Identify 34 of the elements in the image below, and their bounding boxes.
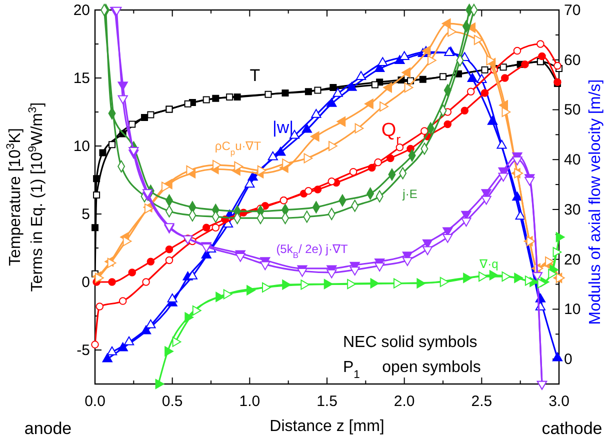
y-tick-label: 5 bbox=[82, 206, 90, 223]
y2-tick-label: 10 bbox=[564, 301, 581, 318]
annotation: NEC solid symbols bbox=[343, 334, 478, 351]
y2-tick-label: 40 bbox=[564, 152, 581, 169]
annotation: j·E bbox=[402, 187, 418, 201]
annotation: (5k$_{B}$/ 2e) j·∇T bbox=[276, 242, 348, 260]
annotation: Q$_{r}$ bbox=[381, 120, 402, 146]
y2-tick-label: 30 bbox=[564, 201, 581, 218]
annotation: ∇·q bbox=[478, 257, 498, 271]
y-tick-label: 15 bbox=[73, 70, 90, 87]
text: P$_{1}$ open symbols bbox=[343, 359, 481, 381]
x-tick-label: 1.0 bbox=[239, 393, 260, 410]
x-tick-label: 2.0 bbox=[394, 393, 415, 410]
x-tick-label: 1.5 bbox=[316, 393, 338, 410]
annotation: ρC$_{p}$u·∇T bbox=[214, 139, 262, 157]
y2-tick-label: 70 bbox=[564, 2, 581, 19]
y2-tick-label: 60 bbox=[564, 52, 581, 69]
y-tick-label: 20 bbox=[73, 2, 90, 19]
annotation: T bbox=[250, 66, 260, 85]
y-tick-label: -5 bbox=[76, 342, 90, 359]
x-tick-label: 2.5 bbox=[471, 393, 492, 410]
y-tick-label: 0 bbox=[82, 274, 90, 291]
x-tick-label: 0.5 bbox=[162, 393, 183, 410]
y2-tick-label: 20 bbox=[564, 251, 581, 268]
x-tick-label: 0.0 bbox=[84, 393, 106, 410]
text: cathode bbox=[542, 419, 602, 438]
x-axis-title: Distance z [mm] bbox=[270, 418, 384, 435]
y2-tick-label: 0 bbox=[564, 351, 572, 368]
x-tick-label: 3.0 bbox=[548, 393, 570, 410]
y2-axis-title: Modulus of axial flow velocity [m/s] bbox=[587, 79, 604, 325]
y2-tick-label: 50 bbox=[564, 102, 581, 119]
annotation: |w| bbox=[272, 118, 294, 137]
text: anode bbox=[24, 419, 72, 438]
y-tick-label: 10 bbox=[73, 138, 90, 155]
